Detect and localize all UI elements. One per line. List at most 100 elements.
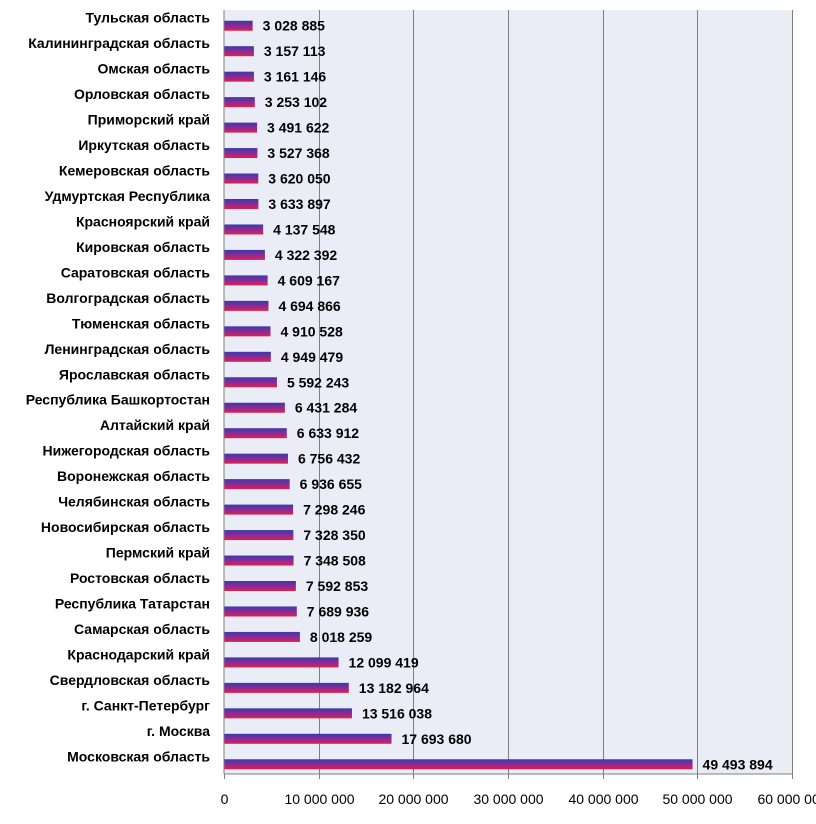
- data-label: 3 620 050: [268, 171, 330, 187]
- bar: [224, 199, 259, 209]
- bar: [224, 733, 392, 744]
- bar: [224, 249, 265, 260]
- category-label: г. Санкт-Петербург: [81, 697, 210, 713]
- data-label: 6 633 912: [297, 425, 359, 441]
- category-label: Ленинградская область: [45, 341, 211, 357]
- category-label: Омская область: [98, 61, 211, 77]
- bar: [224, 708, 352, 719]
- bar: [224, 148, 258, 159]
- grid-lines: [319, 10, 793, 774]
- data-label: 5 592 243: [287, 374, 349, 390]
- x-tick-label: 0: [221, 791, 229, 807]
- bars: [224, 20, 693, 770]
- category-label: Волгоградская область: [46, 290, 210, 306]
- bar: [224, 300, 269, 311]
- data-label: 3 028 885: [263, 18, 325, 34]
- bar: [224, 351, 271, 362]
- bar: [224, 224, 264, 235]
- bar: [224, 46, 254, 57]
- data-label: 6 431 284: [295, 400, 357, 416]
- x-tick-label: 20 000 000: [378, 791, 448, 807]
- category-label: Приморский край: [88, 112, 210, 128]
- bar: [224, 402, 285, 413]
- x-tick-label: 30 000 000: [473, 791, 543, 807]
- category-label: Республика Башкортостан: [26, 392, 210, 408]
- data-label: 4 949 479: [281, 349, 343, 365]
- category-label: Ярославская область: [59, 366, 211, 382]
- bar: [224, 631, 300, 642]
- bar: [224, 122, 258, 133]
- category-label: Пермский край: [106, 545, 210, 561]
- bar: [224, 20, 253, 31]
- data-label: 4 322 392: [275, 247, 337, 263]
- bar: [224, 555, 294, 566]
- data-label: 4 694 866: [278, 298, 340, 314]
- data-label: 4 609 167: [278, 272, 340, 288]
- data-label: 7 298 246: [303, 502, 365, 518]
- data-label: 12 099 419: [349, 654, 419, 670]
- data-label: 13 182 964: [359, 680, 429, 696]
- data-label: 3 527 368: [267, 145, 329, 161]
- data-label: 6 756 432: [298, 451, 360, 467]
- data-label: 7 348 508: [304, 553, 366, 569]
- category-label: Калининградская область: [28, 35, 210, 51]
- bar: [224, 428, 287, 439]
- data-label: 17 693 680: [402, 731, 472, 747]
- bar: [224, 657, 339, 668]
- data-label: 7 592 853: [306, 578, 368, 594]
- data-label: 7 328 350: [303, 527, 365, 543]
- category-label: Красноярский край: [76, 213, 210, 229]
- data-label: 3 253 102: [265, 94, 327, 110]
- bar: [224, 71, 254, 82]
- data-label: 3 491 622: [267, 120, 329, 136]
- x-tick-label: 40 000 000: [568, 791, 638, 807]
- category-label: Свердловская область: [50, 672, 211, 688]
- category-label: Саратовская область: [61, 264, 211, 280]
- bar: [224, 479, 290, 490]
- x-tick-label: 10 000 000: [284, 791, 354, 807]
- category-label: Нижегородская область: [43, 443, 211, 459]
- category-label: Тульская область: [85, 10, 210, 26]
- bar: [224, 606, 297, 617]
- category-label: Самарская область: [74, 621, 210, 637]
- category-label: Московская область: [67, 748, 210, 764]
- data-label: 49 493 894: [703, 756, 773, 772]
- bar: [224, 581, 296, 591]
- bar: [224, 173, 259, 184]
- data-label: 4 137 548: [273, 221, 335, 237]
- category-label: Воронежская область: [57, 468, 210, 484]
- bar: [224, 97, 255, 108]
- category-label: Республика Татарстан: [55, 595, 210, 611]
- category-labels: Тульская область Калининградская область О…: [26, 10, 211, 765]
- category-label: Иркутская область: [78, 137, 210, 153]
- value-labels: 3 028 885 3 157 113 3 161 146 3 253 102 3 49…: [263, 18, 773, 773]
- x-tick-label: 60 000 000: [757, 791, 816, 807]
- x-tick-label: 50 000 000: [662, 791, 732, 807]
- data-label: 6 936 655: [300, 476, 362, 492]
- category-label: Удмуртская Республика: [45, 188, 211, 204]
- category-label: Кировская область: [76, 239, 210, 255]
- bar: [224, 759, 693, 770]
- data-label: 8 018 259: [310, 629, 372, 645]
- category-label: г. Москва: [147, 723, 210, 739]
- category-label: Краснодарский край: [67, 646, 210, 662]
- bar: [224, 504, 294, 515]
- category-label: Ростовская область: [70, 570, 210, 586]
- data-label: 7 689 936: [307, 603, 369, 619]
- data-label: 3 161 146: [264, 69, 326, 85]
- bar: [224, 275, 268, 286]
- category-label: Орловская область: [74, 86, 210, 102]
- bar: [224, 326, 271, 337]
- bar: [224, 530, 294, 541]
- data-label: 3 157 113: [264, 43, 326, 59]
- x-axis-ticks: 0 10 000 000 20 000 000 30 000 000 40 000 00…: [221, 774, 816, 807]
- category-label: Новосибирская область: [41, 519, 210, 535]
- bar: [224, 453, 288, 464]
- data-label: 3 633 897: [268, 196, 330, 212]
- category-label: Кемеровская область: [59, 163, 210, 179]
- bar: [224, 682, 349, 693]
- data-label: 13 516 038: [362, 705, 432, 721]
- bar: [224, 377, 277, 388]
- category-label: Тюменская область: [72, 315, 211, 331]
